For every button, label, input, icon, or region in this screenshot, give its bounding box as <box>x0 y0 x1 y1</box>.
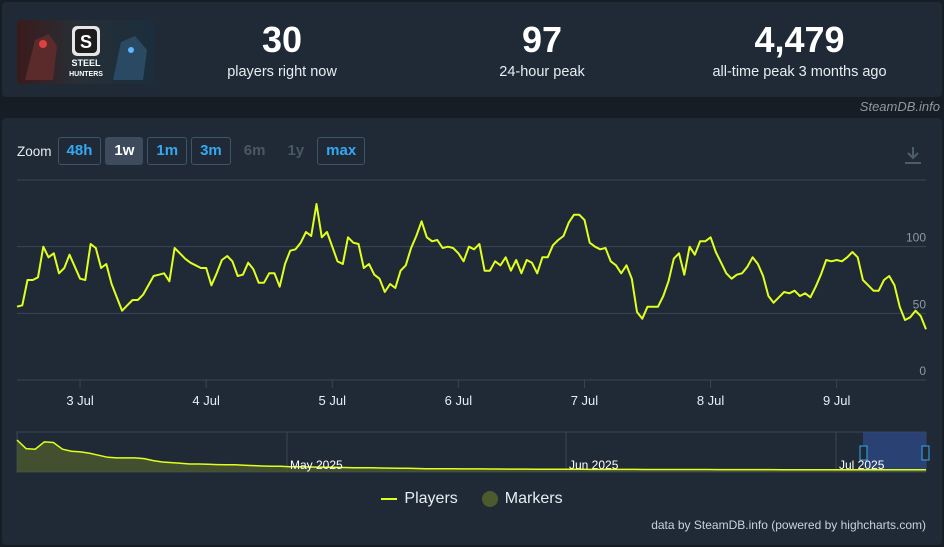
navigator-month-label: Jul 2025 <box>839 458 885 472</box>
alltime-value: 4,479 <box>754 19 845 60</box>
legend-marker-swatch <box>481 491 498 507</box>
zoom-6m-button: 6m <box>234 137 275 165</box>
game-thumbnail-image: S STEEL HUNTERS <box>17 20 155 84</box>
players-series-line <box>16 203 927 330</box>
x-tick-label: 6 Jul <box>445 393 473 408</box>
legend-markers-label: Markers <box>504 490 563 507</box>
zoom-1y-button: 1y <box>278 137 314 165</box>
y-axis-ticks: 0 50 100 <box>906 231 926 378</box>
zoom-1m-button[interactable]: 1m <box>147 137 188 165</box>
svg-text:STEEL: STEEL <box>71 58 101 68</box>
navigator-right-handle[interactable] <box>921 445 930 461</box>
download-icon[interactable] <box>902 144 924 166</box>
legend-line-swatch <box>381 498 398 500</box>
chart-legend: Players Markers <box>2 490 942 508</box>
alltime-label: all-time peak 3 months ago <box>712 64 887 80</box>
zoom-max-button[interactable]: max <box>317 137 366 165</box>
navigator-series-area <box>17 440 926 472</box>
navigator-month-label: Jun 2025 <box>569 458 619 472</box>
navigator-month-label: May 2025 <box>290 458 343 472</box>
stat-24h-peak: 97 24-hour peak <box>462 20 622 82</box>
x-tick-label: 9 Jul <box>823 393 851 408</box>
chart-panel: Zoom 48h 1w 1m 3m 6m 1y max 0 50 100 3 Jul… <box>2 118 942 545</box>
zoom-3m-button[interactable]: 3m <box>191 137 231 165</box>
current-players-value: 30 <box>261 19 303 60</box>
x-tick-label: 7 Jul <box>571 393 599 408</box>
y-tick-label: 0 <box>919 364 926 378</box>
y-tick-label: 100 <box>906 231 926 245</box>
y-tick-label: 50 <box>913 297 927 311</box>
navigator-selection-range <box>863 432 926 472</box>
svg-text:S: S <box>80 32 92 52</box>
highcharts-credit[interactable]: data by SteamDB.info (powered by highcha… <box>651 518 926 532</box>
x-tick-label: 4 Jul <box>192 393 220 408</box>
x-tick-label: 5 Jul <box>319 393 347 408</box>
players-line-chart[interactable]: 0 50 100 3 Jul 4 Jul 5 Jul 6 Jul 7 Jul 8 Jul 9 J… <box>2 118 942 488</box>
navigator[interactable]: May 2025 Jun 2025 Jul 2025 <box>16 431 930 473</box>
stat-current-players: 30 players right now <box>202 20 362 82</box>
svg-text:HUNTERS: HUNTERS <box>69 71 103 78</box>
zoom-controls: Zoom 48h 1w 1m 3m 6m 1y max <box>17 137 369 165</box>
stats-panel: S STEEL HUNTERS 30 players right now 97 … <box>2 2 942 97</box>
navigator-left-handle[interactable] <box>859 445 868 461</box>
x-tick-label: 8 Jul <box>697 393 725 408</box>
zoom-48h-button[interactable]: 48h <box>57 137 102 165</box>
stat-alltime-peak: 4,479 all-time peak 3 months ago <box>692 20 907 82</box>
x-tick-label: 3 Jul <box>66 393 94 408</box>
peak24-label: 24-hour peak <box>499 64 585 80</box>
legend-players-label: Players <box>404 490 458 507</box>
game-thumbnail[interactable]: S STEEL HUNTERS <box>17 20 155 84</box>
zoom-label: Zoom <box>17 143 52 159</box>
zoom-1w-button[interactable]: 1w <box>105 137 144 165</box>
steamdb-credit-link[interactable]: SteamDB.info <box>859 99 940 114</box>
legend-item-players[interactable]: Players <box>381 490 458 508</box>
x-axis-ticks: 3 Jul 4 Jul 5 Jul 6 Jul 7 Jul 8 Jul 9 Jul <box>66 380 851 408</box>
peak24-value: 97 <box>521 19 563 60</box>
navigator-series-line <box>16 439 926 471</box>
grid-lines <box>17 179 926 381</box>
legend-item-markers[interactable]: Markers <box>481 490 563 508</box>
current-players-label: players right now <box>227 64 337 80</box>
